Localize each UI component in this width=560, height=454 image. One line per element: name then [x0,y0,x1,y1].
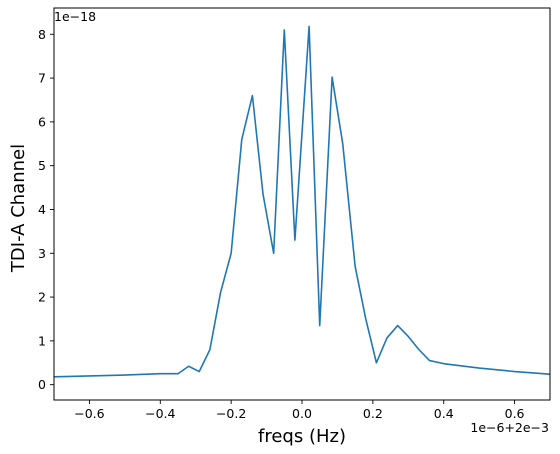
y-tick-label: 8 [38,27,46,42]
x-tick-label: 0.2 [363,406,383,421]
y-tick-label: 6 [38,114,46,129]
y-axis-ticks: 0 1 2 3 4 5 6 7 8 [38,27,54,392]
x-axis-ticks: −0.6 −0.4 −0.2 0.0 0.2 0.4 0.6 [74,400,525,421]
y-tick-label: 5 [38,158,46,173]
y-axis-label: TDI-A Channel [8,144,29,273]
x-tick-label: −0.2 [216,406,246,421]
y-tick-label: 3 [38,246,46,261]
x-tick-label: −0.6 [74,406,104,421]
x-tick-label: 0.0 [292,406,312,421]
y-tick-label: 4 [38,202,46,217]
series-line-0 [54,25,550,378]
x-tick-label: 0.4 [434,406,454,421]
plot-frame [53,7,551,401]
y-tick-label: 0 [38,377,46,392]
y-tick-label: 2 [38,290,46,305]
plot-area [54,25,550,378]
x-tick-label: −0.4 [145,406,175,421]
y-tick-label: 1 [38,333,46,348]
x-axis-offset-label: 1e−6+2e−3 [470,420,549,435]
y-tick-label: 7 [38,71,46,86]
y-axis-offset-label: 1e−18 [54,9,96,24]
x-axis-label: freqs (Hz) [258,426,346,447]
x-tick-label: 0.6 [505,406,525,421]
